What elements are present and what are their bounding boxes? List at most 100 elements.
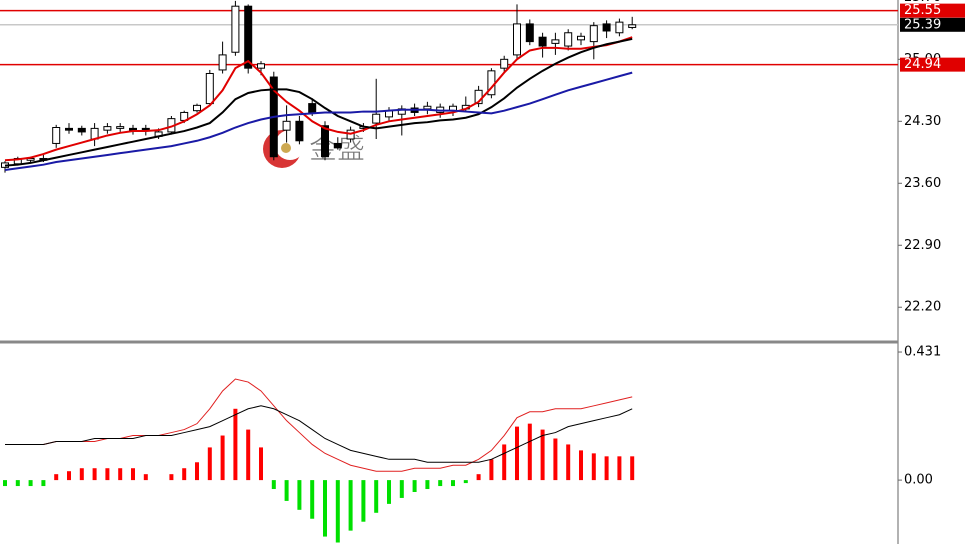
macd-bar	[323, 480, 327, 537]
price-box	[900, 17, 965, 32]
candle-body	[295, 120, 304, 142]
candle-body	[129, 127, 137, 131]
candle-body	[538, 36, 547, 47]
price-box	[900, 3, 965, 18]
macd-bar	[284, 480, 289, 501]
macd-bar	[348, 480, 353, 531]
candle-body	[308, 103, 317, 113]
macd-bar	[246, 429, 251, 481]
macd-bar	[182, 468, 187, 481]
macd-bar	[220, 435, 225, 481]
macd-bar	[399, 480, 404, 498]
candle-body	[513, 23, 521, 56]
macd-bar	[259, 447, 263, 481]
logo-dot	[281, 143, 291, 153]
macd-bar	[515, 426, 519, 481]
macd-bar	[310, 480, 315, 519]
candle-body	[205, 72, 214, 105]
macd-bar	[412, 480, 417, 492]
candle-body	[589, 25, 598, 43]
candle-body	[602, 23, 611, 32]
candle-body	[628, 24, 637, 28]
candle-body	[231, 5, 240, 53]
candle-body	[321, 125, 329, 158]
macd-bar	[54, 474, 59, 481]
candle-body	[333, 142, 342, 149]
candle-body	[244, 5, 253, 69]
price-box-label: 25.55	[904, 3, 941, 18]
macd-bar	[579, 450, 583, 481]
macd-bar	[15, 480, 20, 487]
macd-bar	[617, 456, 622, 481]
price-box-label: 24.94	[904, 57, 941, 72]
macd-bar	[591, 453, 596, 481]
macd-bar	[604, 456, 609, 481]
indicator-line	[4, 37, 633, 167]
candle-body	[525, 23, 534, 43]
indicator-line	[5, 405, 633, 463]
y-tick-label: 25.70	[904, 0, 941, 5]
price-box	[900, 57, 965, 72]
macd-bar	[131, 468, 135, 481]
candle-body	[257, 63, 265, 69]
candle-body	[52, 127, 61, 144]
candle-body	[423, 105, 432, 110]
candle-body	[116, 126, 125, 129]
macd-bar	[451, 480, 455, 487]
macd-bar	[41, 480, 46, 487]
candle-body	[193, 104, 201, 112]
macd-bar	[553, 438, 558, 481]
y-tick-label: 0.00	[904, 473, 933, 488]
price-box-label: 25.39	[904, 17, 941, 32]
candle-body	[551, 39, 560, 44]
y-tick-label: 22.20	[904, 300, 941, 315]
macd-bar	[527, 423, 532, 481]
candle-body	[615, 21, 624, 34]
macd-bar	[207, 447, 212, 481]
macd-bar	[3, 480, 7, 487]
candle-body	[564, 32, 573, 47]
y-tick-label: 22.90	[904, 238, 941, 253]
macd-bar	[438, 480, 443, 487]
y-tick-label: 23.60	[904, 176, 941, 191]
macd-bar	[502, 444, 507, 481]
macd-bar	[233, 408, 238, 481]
candle-body	[103, 126, 112, 131]
macd-bar	[489, 459, 494, 481]
candle-body	[577, 35, 585, 41]
macd-bar	[476, 474, 481, 481]
candle-body	[77, 127, 86, 133]
macd-bar	[540, 429, 545, 481]
macd-bar	[630, 456, 635, 481]
candle-body	[282, 120, 291, 131]
watermark: 金盛	[309, 132, 365, 165]
macd-bar	[92, 468, 97, 481]
macd-bar	[297, 480, 302, 510]
macd-bar	[79, 468, 84, 481]
macd-bar	[361, 480, 366, 522]
macd-bar	[67, 471, 71, 481]
indicator-line	[4, 71, 633, 171]
candle-body	[500, 58, 509, 69]
y-tick-label: 0.431	[904, 345, 941, 360]
macd-bar	[143, 474, 148, 481]
macd-bar	[425, 480, 430, 490]
y-tick-label: 24.30	[904, 114, 941, 129]
macd-bar	[463, 480, 468, 484]
macd-bar	[387, 480, 391, 504]
macd-bar	[195, 462, 199, 481]
macd-bar	[169, 474, 174, 481]
macd-bar	[271, 480, 276, 490]
macd-bar	[28, 480, 33, 487]
indicator-line	[4, 36, 633, 162]
candle-body	[218, 54, 227, 71]
macd-bar	[105, 468, 110, 481]
macd-bar	[118, 468, 123, 481]
macd-bar	[335, 480, 340, 543]
macd-bar	[566, 444, 571, 481]
candle-body	[372, 113, 381, 124]
candle-body	[65, 127, 73, 131]
